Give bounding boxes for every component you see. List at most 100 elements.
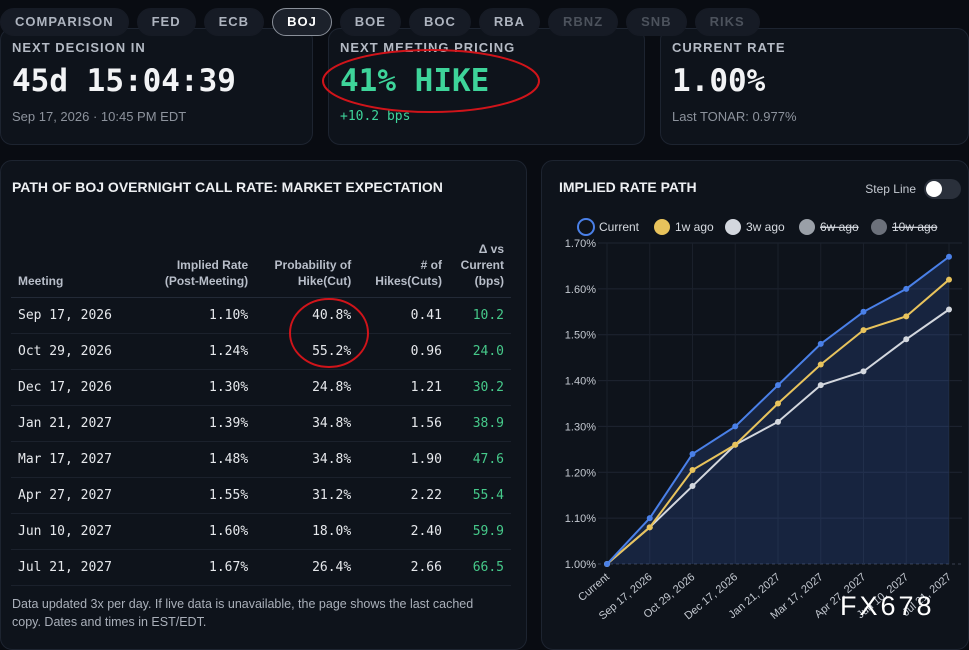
header-line: Probability of	[274, 258, 352, 272]
cell: 38.9	[448, 405, 511, 442]
card-value: 45d 15:04:39	[12, 63, 236, 99]
legend-swatch	[654, 219, 670, 235]
cell: 34.8%	[255, 405, 359, 442]
legend-label: 3w ago	[746, 220, 785, 234]
table: Meeting Implied Rate (Post-Meeting) Probabi…	[11, 231, 511, 586]
point	[903, 313, 910, 320]
header-line: Meeting	[18, 274, 64, 288]
legend-swatch	[725, 219, 741, 235]
header-line: Hikes(Cuts)	[375, 274, 442, 288]
point	[860, 308, 867, 315]
tab[interactable]: RBA	[478, 8, 541, 36]
cell: 10.2	[448, 297, 511, 334]
header-line: Implied Rate	[176, 258, 249, 272]
cell: 30.2	[448, 369, 511, 406]
y-tick-label: 1.10%	[565, 513, 596, 525]
cell: 1.67%	[143, 549, 256, 586]
header-line: Hike(Cut)	[297, 274, 352, 288]
cell: 1.30%	[143, 369, 256, 406]
point	[689, 450, 696, 457]
cell: Dec 17, 2026	[11, 369, 144, 406]
tab[interactable]: RBNZ	[548, 8, 619, 36]
point	[775, 382, 781, 389]
table-row: Jun 10, 2027 1.60% 18.0% 2.40 59.9	[11, 513, 511, 550]
card-label: NEXT DECISION IN	[12, 40, 146, 55]
cell: 1.21	[358, 369, 449, 406]
card: NEXT DECISION IN 45d 15:04:39 Sep 17, 2026…	[0, 28, 313, 145]
y-tick-label: 1.30%	[565, 421, 596, 433]
card: NEXT MEETING PRICING 41% HIKE +10.2 bps	[328, 28, 645, 145]
cell: Oct 29, 2026	[11, 333, 144, 370]
tab[interactable]: ECB	[203, 8, 265, 36]
card-label: CURRENT RATE	[672, 40, 786, 55]
table-row: Mar 17, 2027 1.48% 34.8% 1.90 47.6	[11, 441, 511, 478]
cell: 47.6	[448, 441, 511, 478]
y-tick-label: 1.40%	[565, 376, 596, 388]
tab[interactable]: BOC	[408, 8, 471, 36]
table-title: PATH OF BOJ OVERNIGHT CALL RATE: MARKET …	[12, 179, 443, 195]
header-line: Current	[460, 258, 504, 272]
cell: 59.9	[448, 513, 511, 550]
cell: Jan 21, 2027	[11, 405, 144, 442]
point	[860, 368, 867, 375]
table-row: Jul 21, 2027 1.67% 26.4% 2.66 66.5	[11, 549, 511, 586]
table-row: Sep 17, 2026 1.10% 40.8% 0.41 10.2	[11, 297, 511, 334]
point	[860, 327, 867, 334]
cell: 0.41	[358, 297, 449, 334]
tab[interactable]: COMPARISON	[0, 8, 129, 36]
column-header: Meeting	[11, 231, 144, 298]
cell: 40.8%	[255, 297, 359, 334]
column-header: # of Hikes(Cuts)	[358, 231, 449, 298]
tab[interactable]: BOE	[339, 8, 401, 36]
cell: Apr 27, 2027	[11, 477, 144, 514]
legend-label: 6w ago	[820, 220, 859, 234]
point	[604, 561, 610, 567]
card: CURRENT RATE 1.00% Last TONAR: 0.977%	[660, 28, 969, 145]
cell: 1.55%	[143, 477, 256, 514]
tab[interactable]: BOJ	[272, 8, 332, 36]
cell: 1.24%	[143, 333, 256, 370]
point	[775, 400, 781, 407]
cell: 26.4%	[255, 549, 359, 586]
point	[817, 340, 824, 347]
column-header: Δ vs Current (bps)	[448, 231, 511, 298]
point	[689, 466, 696, 473]
cell: 24.0	[448, 333, 511, 370]
tab[interactable]: FED	[136, 8, 196, 36]
table-panel: PATH OF BOJ OVERNIGHT CALL RATE: MARKET …	[0, 160, 527, 650]
header-row: Meeting Implied Rate (Post-Meeting) Probabi…	[11, 231, 511, 298]
point	[946, 276, 952, 283]
cell: 1.56	[358, 405, 449, 442]
header-line: (Post-Meeting)	[164, 274, 249, 288]
card-sub: Last TONAR: 0.977%	[672, 109, 797, 124]
card-sub: +10.2 bps	[340, 109, 411, 124]
y-tick-label: 1.70%	[565, 238, 596, 250]
card-label: NEXT MEETING PRICING	[340, 40, 516, 55]
cell: 34.8%	[255, 441, 359, 478]
point	[732, 441, 739, 448]
cell: Sep 17, 2026	[11, 297, 144, 334]
header-line: # of	[420, 258, 442, 272]
cell: 18.0%	[255, 513, 359, 550]
point	[775, 418, 781, 425]
legend-label: 10w ago	[892, 220, 938, 234]
y-tick-label: 1.60%	[565, 284, 596, 296]
table-row: Apr 27, 2027 1.55% 31.2% 2.22 55.4	[11, 477, 511, 514]
cell: 31.2%	[255, 477, 359, 514]
legend-swatch	[577, 218, 595, 236]
tabs: COMPARISON FED ECB BOJ BOE BOC RBA RBNZ SNB RIKS	[0, 8, 760, 36]
tab[interactable]: RIKS	[694, 8, 760, 36]
legend-label: Current	[599, 220, 640, 234]
column-header: Probability of Hike(Cut)	[255, 231, 359, 298]
point	[946, 253, 952, 260]
point	[646, 515, 653, 522]
toggle-knob[interactable]	[926, 181, 942, 197]
tab[interactable]: SNB	[626, 8, 687, 36]
cell: 24.8%	[255, 369, 359, 406]
column-header: Implied Rate (Post-Meeting)	[143, 231, 256, 298]
table-row: Oct 29, 2026 1.24% 55.2% 0.96 24.0	[11, 333, 511, 370]
toggle-label: Step Line	[865, 182, 916, 196]
footnote: Data updated 3x per day. If live data is…	[12, 597, 474, 629]
y-tick-label: 1.00%	[565, 559, 596, 571]
chart-title: IMPLIED RATE PATH	[559, 179, 697, 195]
